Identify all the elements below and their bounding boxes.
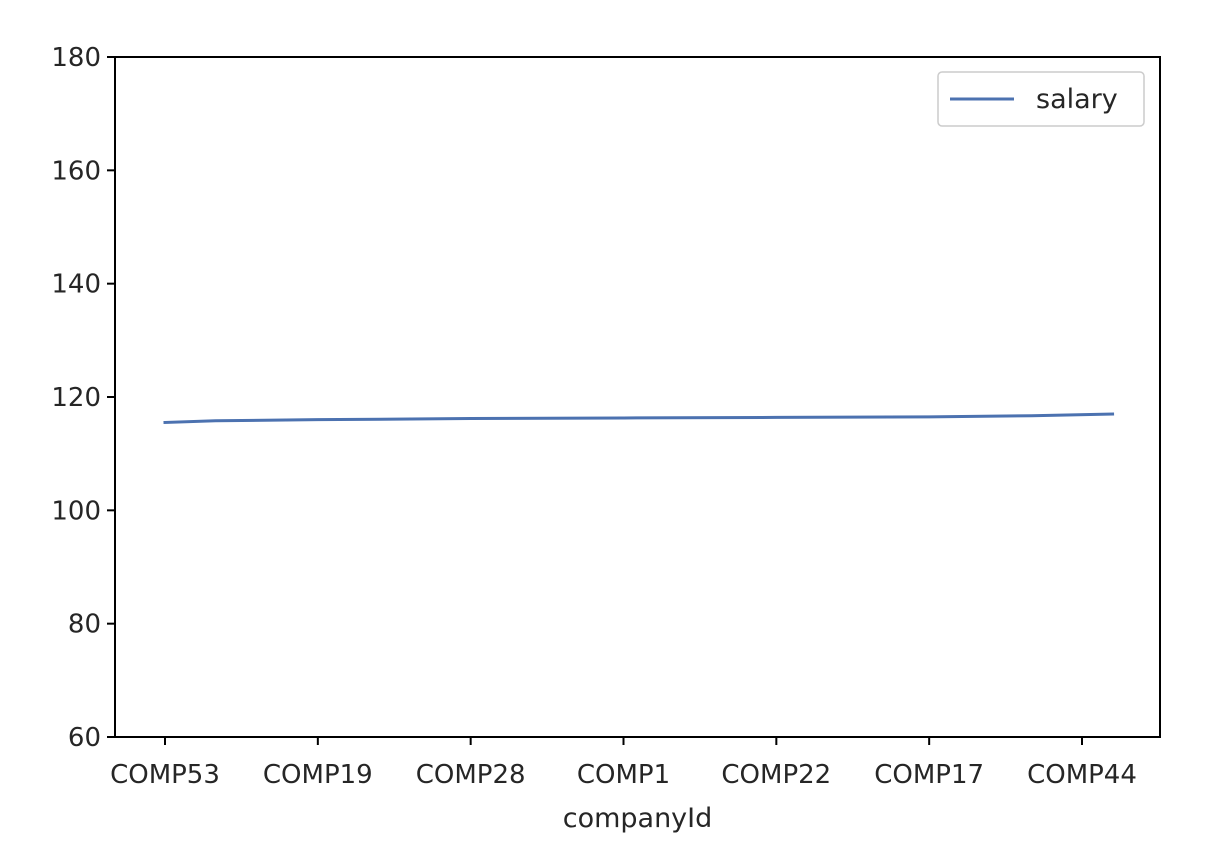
- x-tick-label: COMP1: [577, 760, 670, 790]
- y-tick-label: 60: [68, 723, 101, 753]
- x-tick-label: COMP28: [416, 760, 526, 790]
- series-line-salary: [163, 412, 1115, 425]
- legend-label-salary: salary: [1036, 84, 1118, 115]
- x-tick-label: COMP17: [874, 760, 984, 790]
- y-tick-label: 160: [51, 156, 101, 186]
- x-tick-label: COMP22: [721, 760, 831, 790]
- x-tick-label: COMP19: [263, 760, 373, 790]
- x-axis-label: companyId: [563, 803, 713, 834]
- legend-box: [937, 71, 1145, 127]
- x-tick-label: COMP53: [110, 760, 220, 790]
- plot-frame: [114, 56, 1161, 738]
- y-tick-label: 80: [68, 610, 101, 640]
- series-layer: [163, 412, 1115, 425]
- y-tick-label: 120: [51, 383, 101, 413]
- y-tick-label: 100: [51, 496, 101, 526]
- legend: salary: [937, 71, 1145, 127]
- y-tick-label: 140: [51, 270, 101, 300]
- y-tick-label: 180: [51, 43, 101, 73]
- x-axis-ticks: COMP53 COMP19 COMP28 COMP1 COMP22 COMP17 COMP4…: [110, 737, 1137, 790]
- x-tick-label: COMP44: [1027, 760, 1137, 790]
- y-axis-ticks: 60 80 100 120 140 160 180: [51, 43, 115, 753]
